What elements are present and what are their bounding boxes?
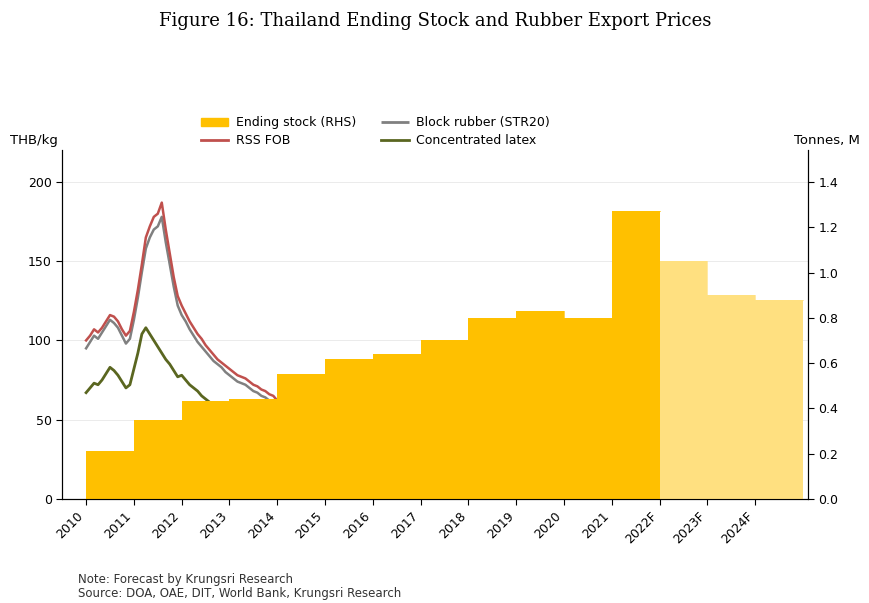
Text: Tonnes, M: Tonnes, M [793, 134, 859, 147]
Legend: Ending stock (RHS), RSS FOB, Block rubber (STR20), Concentrated latex: Ending stock (RHS), RSS FOB, Block rubbe… [196, 112, 554, 153]
Text: Note: Forecast by Krungsri Research: Note: Forecast by Krungsri Research [78, 573, 293, 586]
Text: Source: DOA, OAE, DIT, World Bank, Krungsri Research: Source: DOA, OAE, DIT, World Bank, Krung… [78, 587, 401, 600]
Text: Figure 16: Thailand Ending Stock and Rubber Export Prices: Figure 16: Thailand Ending Stock and Rub… [159, 12, 710, 30]
Text: THB/kg: THB/kg [10, 134, 58, 147]
